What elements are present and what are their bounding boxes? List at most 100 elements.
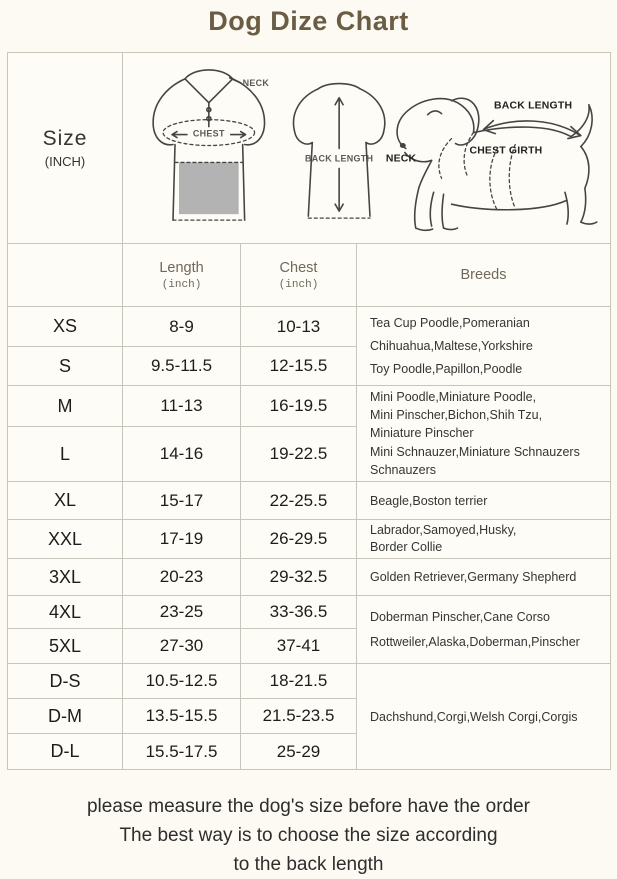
size-cell: 3XL bbox=[7, 558, 123, 597]
chest-cell: 10-13 bbox=[240, 306, 357, 347]
chest-header: Chest bbox=[279, 259, 318, 276]
size-cell: XS bbox=[7, 306, 123, 347]
size-cell: D-M bbox=[7, 698, 123, 735]
length-unit: (inch) bbox=[161, 278, 202, 291]
footer-line: to the back length bbox=[233, 854, 384, 876]
length-header: Length bbox=[159, 259, 204, 276]
breeds-line: Doberman Pinscher,Cane Corso bbox=[370, 609, 550, 624]
breeds-line: Mini Schnauzer,Miniature Schnauzers bbox=[370, 444, 580, 459]
front-shirt-drawing: CHEST NECK bbox=[152, 69, 270, 221]
size-cell: XL bbox=[7, 481, 123, 521]
table-row: D-S 10.5-12.5 18-21.5 Dachshund,Corgi,We… bbox=[7, 663, 611, 771]
dog-chest-girth-label: CHEST GIRTH bbox=[469, 145, 542, 156]
table-row: S 9.5-11.5 12-15.5 bbox=[7, 346, 611, 386]
chest-unit: (inch) bbox=[278, 278, 319, 291]
breeds-cell: Labrador,Samoyed,Husky, Border Collie bbox=[356, 519, 611, 560]
diagram-section: Size (INCH) bbox=[7, 52, 611, 243]
chest-cell: 12-15.5 bbox=[240, 346, 357, 386]
size-inch-cell: Size (INCH) bbox=[8, 53, 123, 243]
size-cell: 4XL bbox=[7, 595, 123, 630]
breeds-line: Mini Pinscher,Bichon,Shih Tzu, bbox=[370, 408, 543, 423]
chest-cell: 29-32.5 bbox=[240, 558, 357, 597]
table-row: XXL 17-19 26-29.5 Labrador,Samoyed,Husky… bbox=[7, 519, 611, 560]
breeds-cell: Beagle,Boston terrier bbox=[356, 481, 611, 521]
breeds-line: Border Collie bbox=[370, 540, 443, 555]
breeds-line: Toy Poodle,Papillon,Poodle bbox=[370, 361, 523, 376]
length-cell: 14-16 bbox=[122, 426, 241, 483]
measurement-diagram: CHEST NECK BACK LENGTH bbox=[152, 69, 598, 232]
size-cell: M bbox=[7, 384, 123, 428]
table-row: D-L 15.5-17.5 25-29 bbox=[7, 733, 611, 771]
footer-line: please measure the dog's size before hav… bbox=[86, 796, 530, 818]
breeds-cell: Golden Retriever,Germany Shepherd bbox=[356, 558, 611, 597]
table-header-row: Length (inch) Chest (inch) Breeds bbox=[7, 243, 611, 307]
size-table: Length (inch) Chest (inch) Breeds XS 8-9… bbox=[7, 243, 611, 771]
table-row: 5XL 27-30 37-41 bbox=[7, 628, 611, 665]
breeds-line: Schnauzers bbox=[370, 462, 437, 477]
breeds-header: Breeds bbox=[460, 267, 507, 283]
footer-line: The best way is to choose the size accor… bbox=[119, 825, 498, 847]
table-row: 4XL 23-25 33-36.5 Doberman Pinscher,Cane… bbox=[7, 595, 611, 665]
header-breeds-cell: Breeds bbox=[356, 243, 611, 307]
breeds-line: Chihuahua,Maltese,Yorkshire bbox=[370, 338, 533, 353]
back-length-label: BACK LENGTH bbox=[305, 153, 373, 163]
table-row: D-M 13.5-15.5 21.5-23.5 bbox=[7, 698, 611, 735]
length-cell: 10.5-12.5 bbox=[122, 663, 241, 700]
table-row: 3XL 20-23 29-32.5 Golden Retriever,Germa… bbox=[7, 558, 611, 597]
length-cell: 27-30 bbox=[122, 628, 241, 665]
breeds-cell: Tea Cup Poodle,Pomeranian Chihuahua,Malt… bbox=[356, 306, 611, 386]
length-cell: 8-9 bbox=[122, 306, 241, 347]
size-label: Size bbox=[42, 127, 88, 150]
chest-cell: 21.5-23.5 bbox=[240, 698, 357, 735]
length-cell: 17-19 bbox=[122, 519, 241, 560]
dog-neck-label: NECK bbox=[386, 153, 417, 164]
breeds-line: Tea Cup Poodle,Pomeranian bbox=[370, 315, 530, 330]
size-cell: L bbox=[7, 426, 123, 483]
chest-cell: 26-29.5 bbox=[240, 519, 357, 560]
breeds-line: Mini Poodle,Miniature Poodle, bbox=[370, 390, 537, 404]
chest-cell: 22-25.5 bbox=[240, 481, 357, 521]
header-length-cell: Length (inch) bbox=[122, 243, 241, 307]
size-unit-label: (INCH) bbox=[44, 154, 86, 169]
length-cell: 23-25 bbox=[122, 595, 241, 630]
chest-cell: 19-22.5 bbox=[240, 426, 357, 483]
table-row: L 14-16 19-22.5 bbox=[7, 426, 611, 483]
footer-note: please measure the dog's size before hav… bbox=[0, 792, 617, 879]
length-cell: 9.5-11.5 bbox=[122, 346, 241, 386]
size-cell: D-L bbox=[7, 733, 123, 771]
size-cell: XXL bbox=[7, 519, 123, 560]
table-row: XS 8-9 10-13 Tea Cup Poodle,Pomeranian C… bbox=[7, 306, 611, 386]
chest-cell: 18-21.5 bbox=[240, 663, 357, 700]
chest-label: CHEST bbox=[193, 129, 225, 139]
length-cell: 15-17 bbox=[122, 481, 241, 521]
chest-cell: 33-36.5 bbox=[240, 595, 357, 630]
table-row: XL 15-17 22-25.5 Beagle,Boston terrier bbox=[7, 481, 611, 521]
chest-cell: 16-19.5 bbox=[240, 384, 357, 428]
header-empty-cell bbox=[7, 243, 123, 307]
breeds-line: Rottweiler,Alaska,Doberman,Pinscher bbox=[370, 634, 580, 649]
header-chest-cell: Chest (inch) bbox=[240, 243, 357, 307]
table-row: M 11-13 16-19.5 Mini Poodle,Miniature Po… bbox=[7, 384, 611, 483]
breeds-cell: Dachshund,Corgi,Welsh Corgi,Corgis bbox=[356, 663, 611, 771]
breeds-cell: Doberman Pinscher,Cane Corso Rottweiler,… bbox=[356, 595, 611, 665]
chest-cell: 37-41 bbox=[240, 628, 357, 665]
diagram-cell: CHEST NECK BACK LENGTH bbox=[123, 53, 610, 243]
chest-cell: 25-29 bbox=[240, 733, 357, 771]
breeds-cell: Mini Poodle,Miniature Poodle, Mini Pinsc… bbox=[356, 384, 611, 483]
length-cell: 13.5-15.5 bbox=[122, 698, 241, 735]
dog-drawing: BACK LENGTH NECK CHEST GIRTH bbox=[386, 97, 598, 232]
breeds-line: Miniature Pinscher bbox=[370, 426, 474, 441]
back-shirt-drawing: BACK LENGTH bbox=[292, 82, 386, 219]
size-cell: D-S bbox=[7, 663, 123, 700]
neck-label: NECK bbox=[243, 78, 270, 88]
size-chart-sheet: Size (INCH) bbox=[7, 52, 611, 771]
breeds-line: Labrador,Samoyed,Husky, bbox=[370, 523, 517, 538]
size-cell: 5XL bbox=[7, 628, 123, 665]
dog-back-length-label: BACK LENGTH bbox=[494, 101, 572, 112]
length-cell: 20-23 bbox=[122, 558, 241, 597]
page-title: Dog Dize Chart bbox=[208, 6, 409, 36]
length-cell: 15.5-17.5 bbox=[122, 733, 241, 771]
shirt-shaded-area bbox=[178, 162, 239, 215]
length-cell: 11-13 bbox=[122, 384, 241, 428]
size-cell: S bbox=[7, 346, 123, 386]
